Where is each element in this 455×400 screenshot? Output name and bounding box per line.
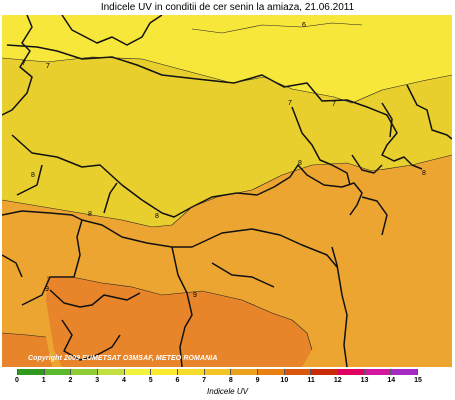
contour-label: 8 [31,172,35,179]
legend-color-cell [44,369,72,375]
legend-title: Indicele UV [207,387,248,396]
legend-color-cell [391,369,419,375]
contour-label: 7 [46,63,50,70]
legend-tick-label: 5 [148,377,153,384]
legend-color-cell [284,369,312,375]
legend-tick-label: 15 [414,377,422,384]
legend-tick-label: 12 [333,377,342,384]
legend-color-cell [151,369,179,375]
legend-tick-label: 2 [68,377,73,384]
contour-label: 8 [298,160,302,167]
legend-color-cell [364,369,392,375]
zone-uv-9-left [2,333,52,367]
legend-tick-label: 13 [360,377,369,384]
copyright-notice: Copyright 2009 EUMETSAT O3MSAF, METEO RO… [28,355,218,362]
contour-label: 6 [302,22,306,29]
uv-index-map: 6 7 7 7 7 8 8 8 8 8 9 9 [2,15,452,367]
contour-lines [2,22,452,351]
legend-tick-label: 6 [175,377,180,384]
contour-label: 8 [88,211,92,218]
map-title: Indicele UV in conditii de cer senin la … [100,2,355,13]
legend-color-cell [98,369,125,375]
legend-color-cell [311,369,339,375]
legend-tick-label: 10 [280,377,289,384]
legend-tick-label: 4 [121,377,126,384]
contour-label: 7 [332,101,336,108]
legend-color-cell [178,369,205,375]
contour-label: 8 [422,170,426,177]
legend-tick-label: 14 [387,377,396,384]
contour-label: 8 [155,213,159,220]
uv-legend-colorbar [17,369,419,375]
legend-tick-label: 8 [228,377,233,384]
legend-color-cell [258,369,285,375]
legend-color-cell [204,369,232,375]
legend-tick-label: 3 [95,377,100,384]
legend-tick-label: 7 [202,377,207,384]
legend-tick-label: 0 [15,377,19,384]
contour-label: 7 [22,60,26,67]
zone-uv-9 [46,277,312,367]
legend-color-cell [338,369,365,375]
contour-label: 7 [288,100,292,107]
contour-label: 9 [193,292,197,299]
legend-color-cell [231,369,259,375]
legend-tick-label: 9 [255,377,260,384]
contour-value-labels: 6 7 7 7 7 8 8 8 8 8 9 9 [22,22,426,299]
uv-map-canvas: 6 7 7 7 7 8 8 8 8 8 9 9 [2,15,452,367]
legend-color-cell [17,369,45,375]
border-lines [2,15,452,367]
legend-color-cell [71,369,99,375]
legend-tick-label: 1 [41,377,46,384]
legend-tick-label: 11 [307,377,315,384]
uv-legend-ticks: 0 1 2 3 4 5 6 7 8 9 10 11 12 13 14 15 [10,377,430,387]
contour-label: 9 [45,286,49,293]
legend-color-cell [124,369,152,375]
